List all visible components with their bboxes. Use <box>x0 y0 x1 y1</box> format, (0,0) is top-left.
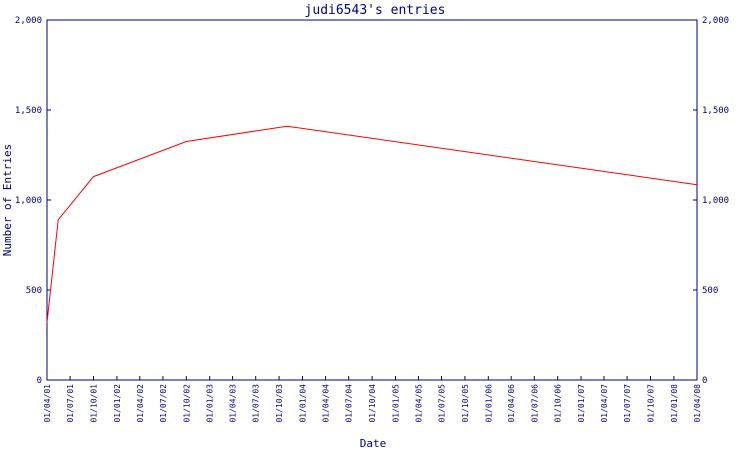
x-tick-label: 01/01/02 <box>113 384 122 423</box>
x-tick-label: 01/01/06 <box>484 384 493 423</box>
x-tick-label: 01/10/06 <box>554 384 563 423</box>
x-tick-label: 01/01/04 <box>298 384 307 423</box>
x-axis-label: Date <box>360 437 387 450</box>
x-tick-label: 01/01/08 <box>670 384 679 423</box>
x-tick-label: 01/07/04 <box>345 384 354 423</box>
x-axis: 01/04/01 01/07/01 01/10/01 01/01/02 01/04/02… <box>43 376 702 423</box>
series-line-entries <box>46 125 698 323</box>
y-axis-label: Number of Entries <box>1 144 14 257</box>
y-tick-label-left: 500 <box>26 286 42 296</box>
x-tick-label: 01/10/01 <box>90 384 99 423</box>
x-tick-label: 01/01/05 <box>392 384 401 423</box>
y-tick-label-left: 1,000 <box>15 196 42 206</box>
x-tick-label: 01/04/07 <box>600 384 609 423</box>
y-axis-right: 0 500 1,000 1,500 2,000 <box>693 16 729 386</box>
x-tick-label: 01/04/06 <box>507 384 516 423</box>
y-tick-label-left: 2,000 <box>15 16 42 26</box>
x-tick-label: 01/07/01 <box>66 384 75 423</box>
y-tick-label-left: 0 <box>37 376 42 386</box>
y-axis-left: 0 500 1,000 1,500 2,000 <box>15 16 51 386</box>
y-tick-label-right: 500 <box>702 286 718 296</box>
x-tick-label: 01/04/08 <box>693 384 702 423</box>
x-tick-label: 01/10/02 <box>182 384 191 423</box>
x-tick-label: 01/07/02 <box>159 384 168 423</box>
y-tick-label-left: 1,500 <box>15 106 42 116</box>
x-tick-label: 01/10/03 <box>275 384 284 423</box>
x-tick-label: 01/04/01 <box>43 384 52 423</box>
x-tick-label: 01/04/05 <box>414 384 423 423</box>
y-tick-label-right: 1,500 <box>702 106 729 116</box>
x-tick-label: 01/10/07 <box>646 384 655 423</box>
plot-area <box>46 19 698 381</box>
x-tick-label: 01/10/04 <box>368 384 377 423</box>
x-tick-label: 01/04/03 <box>229 384 238 423</box>
x-tick-label: 01/07/07 <box>623 384 632 423</box>
x-tick-label: 01/07/06 <box>530 384 539 423</box>
series-group <box>46 125 698 323</box>
x-tick-label: 01/04/02 <box>136 384 145 423</box>
x-tick-label: 01/07/05 <box>438 384 447 423</box>
y-tick-label-right: 2,000 <box>702 16 729 26</box>
x-tick-label: 01/10/05 <box>461 384 470 423</box>
y-tick-label-right: 1,000 <box>702 196 729 206</box>
x-tick-label: 01/07/03 <box>252 384 261 423</box>
chart-title: judi6543's entries <box>305 3 446 18</box>
x-tick-label: 01/01/03 <box>206 384 215 423</box>
y-tick-label-right: 0 <box>702 376 707 386</box>
x-tick-label: 01/04/04 <box>322 384 331 423</box>
x-tick-label: 01/01/07 <box>577 384 586 423</box>
